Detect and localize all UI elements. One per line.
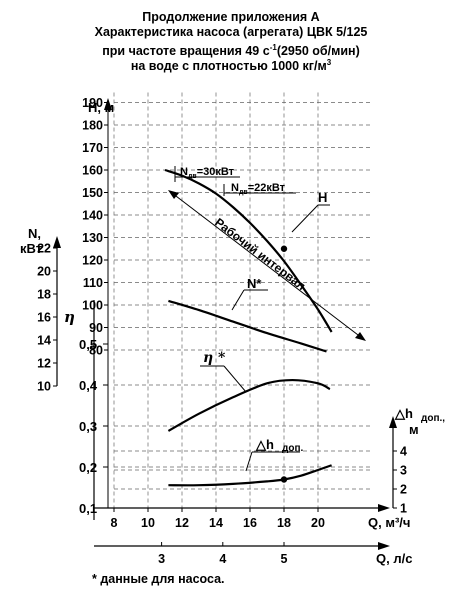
x2-axis-tick-label: 3 — [158, 552, 165, 566]
n-axis-tick-label: 20 — [37, 265, 51, 279]
x-axis-tick-label: 18 — [277, 516, 291, 530]
eta-curve-label: η * — [203, 350, 226, 366]
eta-axis-tick-label: 0,3 — [79, 419, 97, 434]
title-line-3: при частоте вращения 49 с-1(2950 об/мин) — [102, 43, 360, 59]
title-line-1: Продолжение приложения А — [142, 10, 320, 24]
dh-axis-tick-label: 1 — [400, 502, 407, 516]
dh-axis-tick-label: 3 — [400, 464, 407, 478]
h-curve-label: H — [318, 190, 327, 205]
power30-label: Nдв=30кВт — [180, 166, 235, 180]
x-axis-tick-label: 12 — [175, 516, 189, 530]
x-axis-tick-label: 20 — [311, 516, 325, 530]
h-axis-tick-label: 130 — [82, 231, 103, 245]
title-line-2: Характеристика насоса (агрегата) ЦВК 5/1… — [94, 25, 368, 39]
eta-axis-tick-label: 0,2 — [79, 460, 97, 475]
h-axis-tick-label: 150 — [82, 186, 103, 200]
series-dh-curve — [168, 464, 332, 487]
h-axis-tick-label: 190 — [82, 96, 103, 110]
n-axis-tick-label: 10 — [37, 380, 51, 394]
dh-axis-arrow — [389, 416, 397, 428]
x-axis-label: Q, м³/ч — [368, 515, 410, 530]
work-interval-line — [171, 192, 363, 339]
n-axis-unit: кВт — [20, 241, 42, 256]
x-axis-tick-label: 8 — [111, 516, 118, 530]
x2-axis-arrow — [378, 542, 390, 550]
eta-axis-tick-label: 0,5 — [79, 337, 97, 352]
h-label-leader — [291, 204, 319, 233]
n-axis-tick-label: 22 — [37, 242, 51, 256]
n-axis-tick-label: 14 — [37, 334, 51, 348]
h-axis-tick-label: 100 — [82, 299, 103, 313]
dh-axis-tick-label: 2 — [400, 483, 407, 497]
h-axis-arrow — [104, 98, 112, 110]
dh-axis-label-sub: доп., — [421, 413, 445, 424]
h-axis-tick-label: 80 — [89, 344, 103, 358]
h-axis-label: H, м — [88, 100, 114, 115]
series-eta-curve — [167, 378, 331, 432]
n-label-leader — [231, 289, 245, 311]
series-H-curve — [164, 168, 333, 333]
dh-axis-label: △h — [394, 406, 413, 421]
x-axis-tick-label: 10 — [141, 516, 155, 530]
n-axis-arrow — [53, 236, 61, 248]
n-axis-tick-label: 16 — [37, 311, 51, 325]
n-curve-label: N* — [247, 276, 262, 291]
n-axis-tick-label: 18 — [37, 288, 51, 302]
footnote: * данные для насоса. — [92, 572, 225, 586]
work-interval-arrow-end — [355, 332, 366, 341]
h-axis-tick-label: 170 — [82, 141, 103, 155]
x-axis-tick-label: 14 — [209, 516, 223, 530]
h-axis-tick-label: 140 — [82, 209, 103, 223]
eta-axis-tick-label: 0,4 — [79, 378, 98, 393]
series-N-curve — [168, 299, 327, 353]
x-axis-tick-label: 16 — [243, 516, 257, 530]
h-axis-tick-label: 90 — [89, 321, 103, 335]
dh-axis-tick-label: 4 — [400, 445, 407, 459]
series-H-marker — [280, 245, 288, 252]
n-axis-tick-label: 12 — [37, 357, 51, 371]
dh-curve-label: △h — [255, 437, 274, 452]
x2-axis-label: Q, л/с — [376, 551, 412, 566]
work-interval-arrow-start — [168, 190, 179, 199]
n-axis-label: N, — [28, 226, 41, 241]
dh-axis-unit: м — [409, 422, 419, 437]
dh-label-leader — [245, 451, 253, 472]
x2-axis-tick-label: 4 — [219, 552, 226, 566]
eta-label-leader — [223, 365, 247, 393]
series-dh-marker — [280, 476, 288, 483]
title-line-4: на воде с плотностью 1000 кг/м3 — [130, 58, 332, 74]
x-axis-arrow — [378, 504, 390, 512]
x2-axis-tick-label: 5 — [281, 552, 288, 566]
h-axis-tick-label: 160 — [82, 164, 103, 178]
eta-axis-label: η — [64, 308, 75, 326]
h-axis-tick-label: 180 — [82, 119, 103, 133]
dh-curve-label-sub: доп. — [282, 443, 303, 454]
eta-axis-tick-label: 0,1 — [79, 501, 97, 516]
h-axis-tick-label: 110 — [83, 276, 103, 290]
power22-label: Nдв=22кВт — [231, 182, 286, 196]
h-axis-tick-label: 120 — [82, 254, 103, 268]
